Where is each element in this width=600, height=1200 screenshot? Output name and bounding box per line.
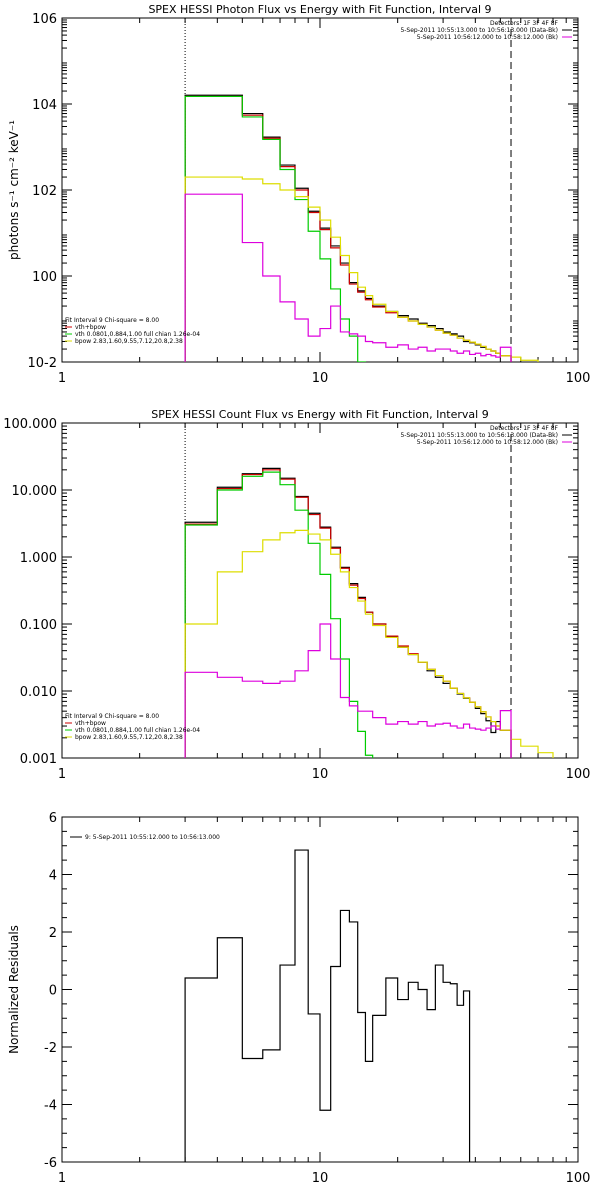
series-line-vth-bpow: [184, 95, 512, 362]
series-line-vth: [184, 471, 374, 758]
x-tick-label: 10: [312, 371, 329, 386]
y-tick-label: 0: [49, 984, 57, 999]
photon-flux-panel: SPEX HESSI Photon Flux vs Energy with Fi…: [7, 3, 590, 386]
chart-title: SPEX HESSI Photon Flux vs Energy with Fi…: [148, 3, 491, 16]
legend-top-text: Detectors: 1F 3F 4F 8F: [490, 20, 559, 27]
y-tick-label: 0.010: [20, 685, 57, 700]
legend-bottom-text: bpow 2.83,1.60,9.55,7.12,20.8,2.38: [75, 734, 183, 741]
series-line-data: [184, 467, 512, 758]
legend-top-text: 5-Sep-2011 10:55:13.000 to 10:56:13.000 …: [400, 432, 558, 439]
legend-bottom-text: Fit Interval 9 Chi-square = 8.00: [65, 713, 159, 720]
y-tick-label: 2: [49, 926, 57, 941]
y-tick-label: -2: [44, 1041, 57, 1056]
y-tick-label: 100: [32, 270, 57, 285]
plot-frame: [61, 17, 579, 363]
y-tick-label: 102: [32, 184, 57, 199]
series-line-data: [184, 94, 512, 362]
y-tick-label: 10-2: [27, 356, 57, 371]
plot-frame: [61, 422, 579, 759]
y-tick-label: 1.000: [20, 551, 57, 566]
series-line-bk: [184, 193, 512, 362]
y-tick-label: 0.100: [20, 618, 57, 633]
y-tick-label: -4: [44, 1099, 57, 1114]
legend-top-text: 5-Sep-2011 10:55:13.000 to 10:56:13.000 …: [400, 27, 558, 34]
series-layer: [184, 467, 554, 758]
x-tick-label: 1: [58, 371, 66, 386]
legend-top-text: Detectors: 1F 3F 4F 8F: [490, 425, 559, 432]
legend-bottom-text: Fit Interval 9 Chi-square = 8.00: [65, 317, 159, 324]
y-tick-label: 104: [32, 98, 57, 113]
y-tick-label: -6: [44, 1156, 57, 1171]
y-tick-label: 100.000: [3, 417, 57, 432]
legend-bottom-text: bpow 2.83,1.60,9.55,7.12,20.8,2.38: [75, 338, 183, 345]
x-tick-label: 1: [58, 767, 66, 782]
y-axis-label: Normalized Residuals: [7, 925, 21, 1054]
x-tick-label: 1: [58, 1171, 66, 1186]
legend-bottom-text: vth 0.0801,0.884,1.00 full chian 1.26e-0…: [75, 727, 200, 734]
legend-bottom-text: vth+bpow: [75, 324, 106, 331]
x-tick-label: 100: [566, 767, 591, 782]
series-line-residuals: [184, 849, 471, 1162]
series-line-vth-bpow: [184, 469, 512, 758]
series-line-bpow: [184, 176, 539, 362]
series-line-vth: [184, 95, 367, 362]
y-tick-label: 10.000: [12, 484, 58, 499]
series-layer: [184, 849, 471, 1162]
y-tick-label: 6: [49, 811, 57, 826]
x-tick-label: 10: [312, 1171, 329, 1186]
legend-bottom-text: vth 0.0801,0.884,1.00 full chian 1.26e-0…: [75, 331, 200, 338]
residuals-panel: Normalized Residuals 1 10 100 -6 -4 -2 0 2 4 6 9: 5…: [7, 811, 590, 1186]
legend-left-text: 9: 5-Sep-2011 10:55:12.000 to 10:56:13.0…: [85, 834, 220, 841]
x-tick-label: 100: [566, 371, 591, 386]
x-tick-label: 10: [312, 767, 329, 782]
legend-top-text: 5-Sep-2011 10:56:12.000 to 10:58:12.000 …: [417, 439, 558, 446]
y-tick-label: 0.001: [20, 752, 57, 767]
chart-title: SPEX HESSI Count Flux vs Energy with Fit…: [151, 408, 488, 421]
legend-top-text: 5-Sep-2011 10:56:12.000 to 10:58:12.000 …: [417, 34, 558, 41]
y-tick-label: 106: [32, 12, 57, 27]
y-axis-label: photons s⁻¹ cm⁻² keV⁻¹: [7, 120, 21, 260]
x-tick-label: 100: [566, 1171, 591, 1186]
count-flux-panel: SPEX HESSI Count Flux vs Energy with Fit…: [3, 408, 590, 782]
y-tick-label: 4: [49, 869, 57, 884]
legend-bottom-text: vth+bpow: [75, 720, 106, 727]
series-layer: [184, 94, 539, 362]
series-line-bpow: [184, 529, 554, 758]
series-line-bk: [184, 623, 512, 758]
